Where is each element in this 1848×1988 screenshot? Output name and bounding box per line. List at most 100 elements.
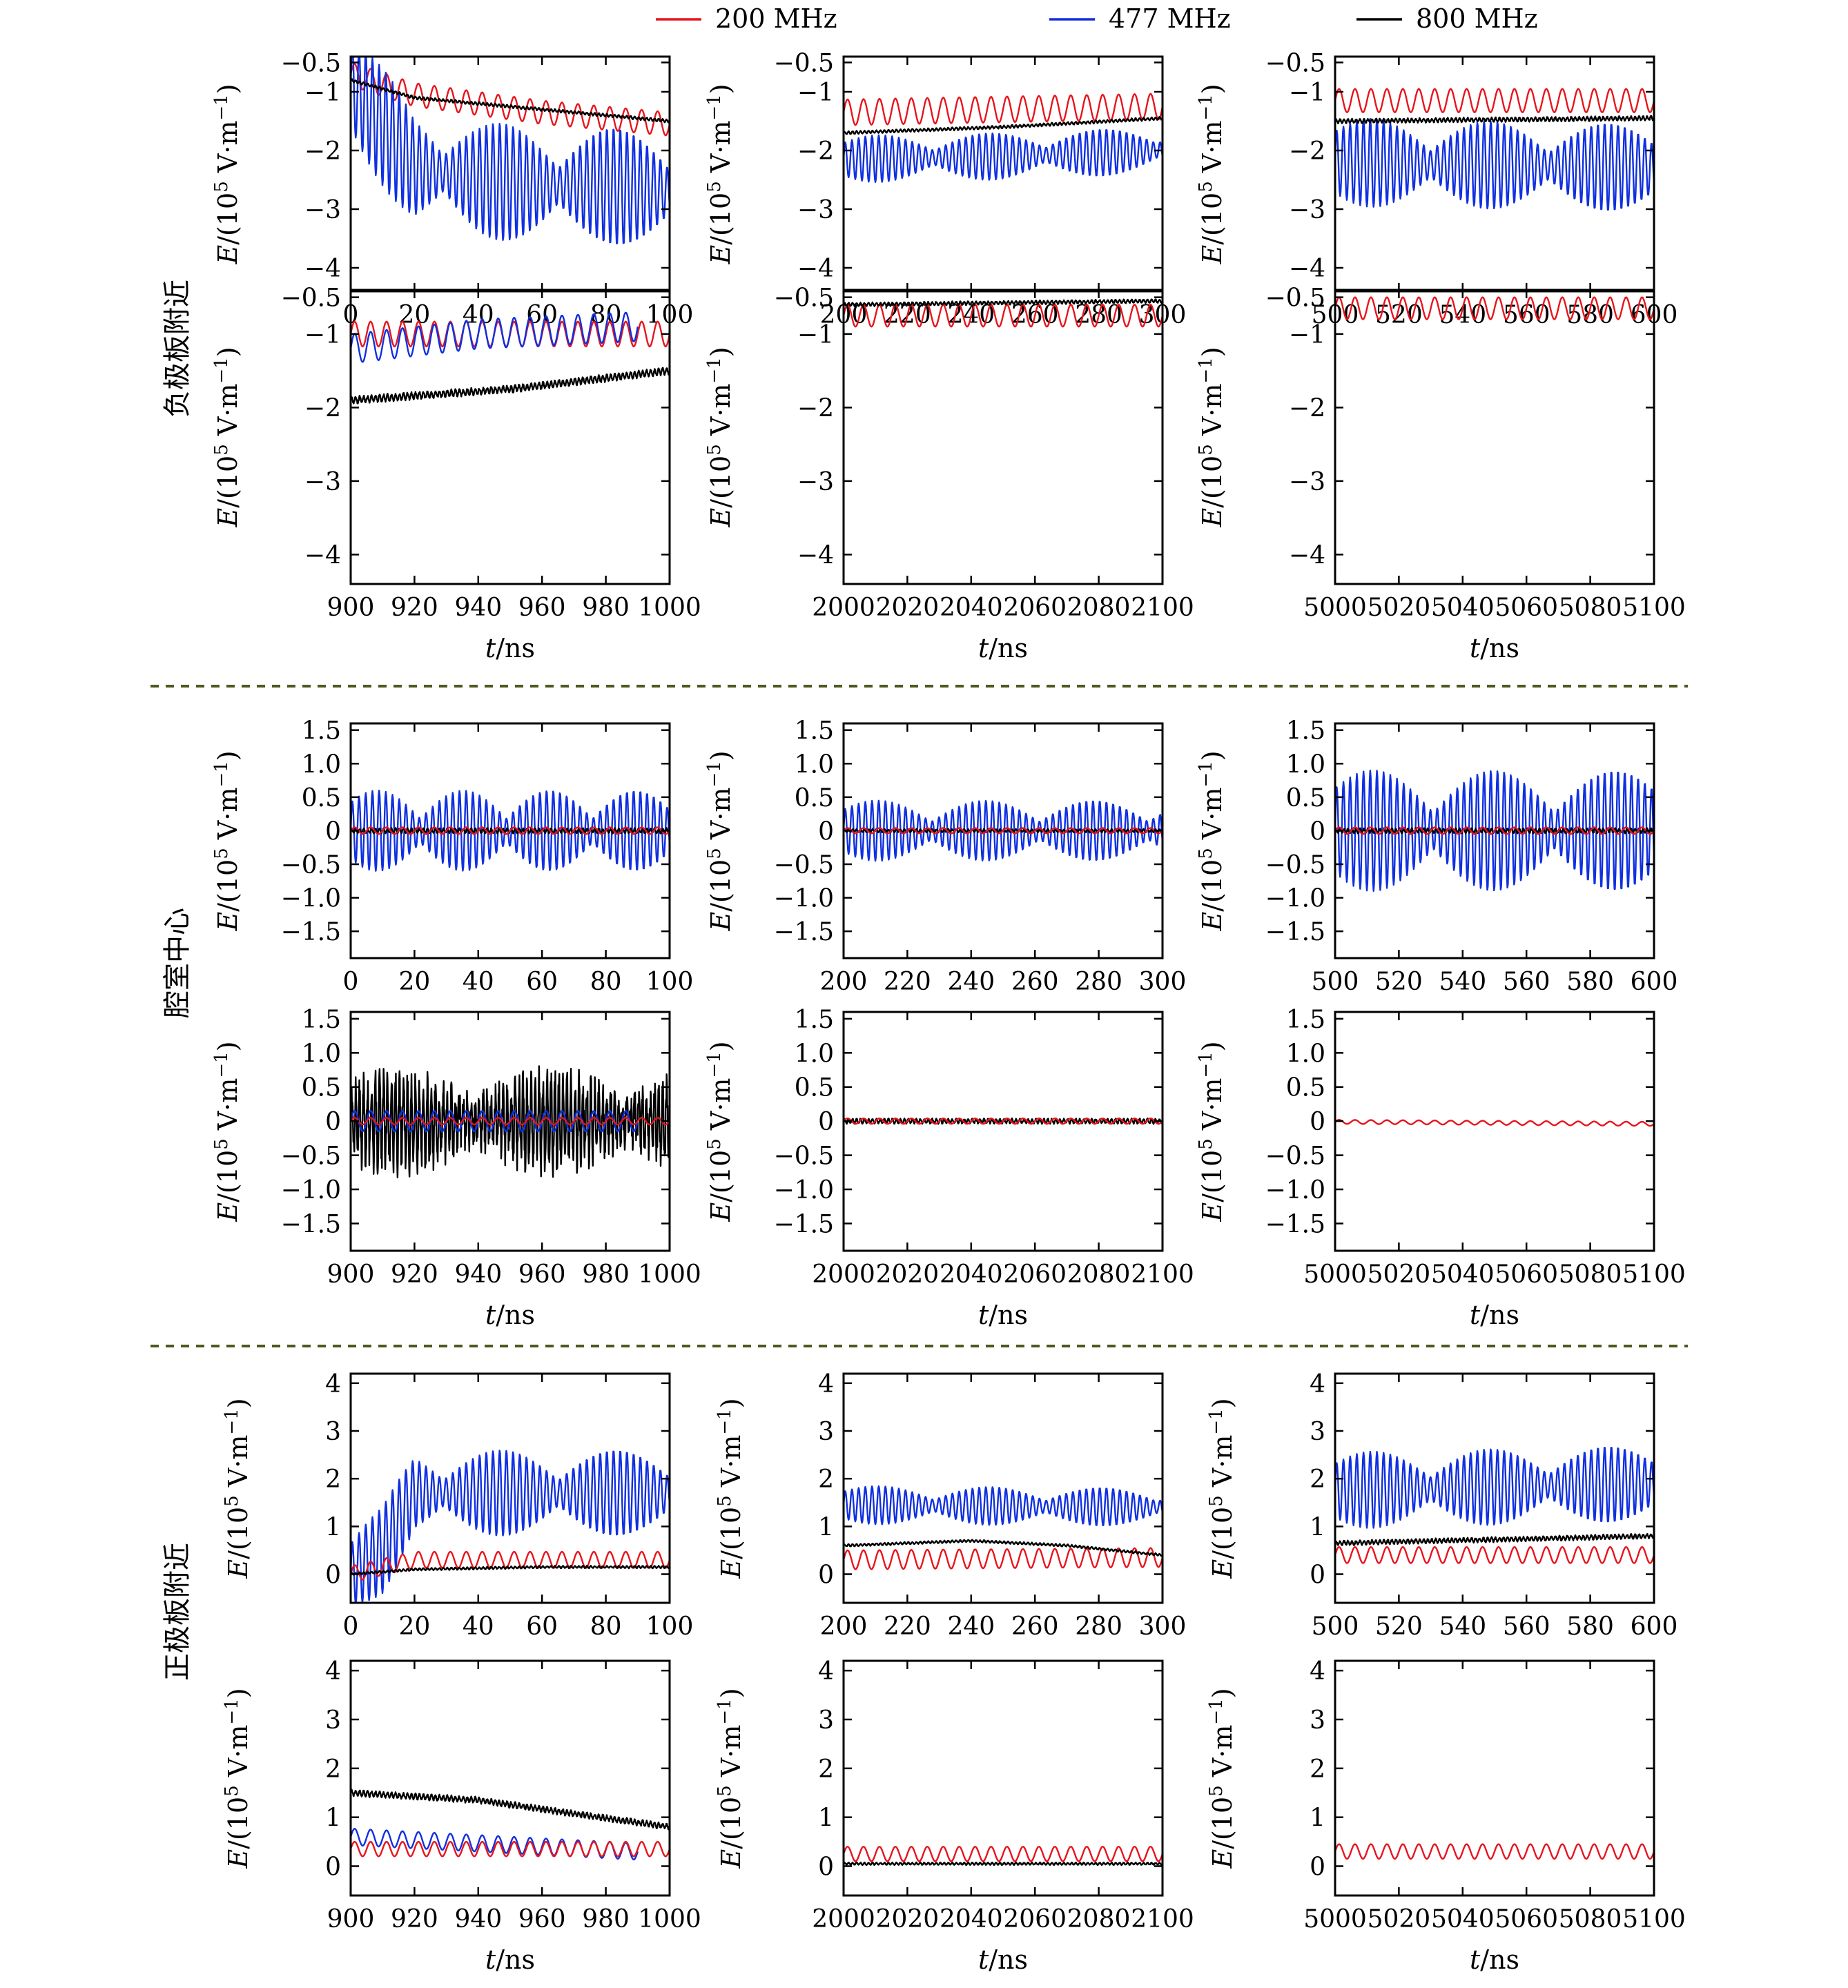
y-tick-label: −2 bbox=[304, 394, 341, 422]
y-axis-symbol: E bbox=[706, 245, 736, 265]
x-tick-label: 2060 bbox=[1003, 1905, 1067, 1933]
series-line-200-mhz bbox=[351, 826, 670, 835]
y-axis-unit-open: /(10 bbox=[1197, 193, 1227, 245]
y-tick-label: −2 bbox=[1289, 394, 1325, 422]
y-tick-label: −3 bbox=[797, 196, 834, 224]
y-tick-label: −1.5 bbox=[1265, 1210, 1325, 1238]
x-tick-label: 1000 bbox=[638, 1905, 701, 1933]
y-tick-label: 0 bbox=[1310, 1108, 1325, 1136]
y-tick-label: −4 bbox=[1289, 255, 1325, 283]
y-tick-label: 4 bbox=[818, 1657, 834, 1686]
series-line-200-mhz bbox=[351, 1117, 670, 1126]
y-axis-unit-open: /(10 bbox=[1207, 1797, 1238, 1849]
series-group bbox=[844, 298, 1163, 328]
y-tick-label: 4 bbox=[1310, 1370, 1325, 1399]
y-axis-unit-open: /(10 bbox=[213, 456, 243, 508]
y-axis-unit-close: ) bbox=[213, 84, 243, 94]
plot-frame bbox=[1334, 55, 1655, 293]
chart-panel: 500 520 540 560 580 600 4 3 2 1 0 E/(105 V·m−1) bbox=[1206, 1370, 1677, 1641]
y-axis-unit-close: ) bbox=[223, 1688, 253, 1698]
y-axis-unit-open: /(10 bbox=[706, 456, 736, 508]
y-axis-label: E/(105 V·m−1) bbox=[1196, 1041, 1227, 1222]
series-line-200-mhz bbox=[351, 1550, 670, 1581]
x-tick-label: 2020 bbox=[876, 594, 940, 622]
y-tick-label: 3 bbox=[325, 1418, 341, 1446]
series-group bbox=[1335, 296, 1654, 320]
x-tick-label: 920 bbox=[391, 1905, 438, 1933]
y-axis-unit: V·m bbox=[1197, 121, 1227, 182]
x-tick-label: 560 bbox=[1503, 968, 1550, 996]
y-axis-exponent: 5 bbox=[211, 848, 232, 859]
chart-panel: 500 520 540 560 580 600 1.5 1.0 0.5 0 −0.5 −1.0 −1.5… bbox=[1196, 717, 1677, 996]
chart-panel: 200 220 240 260 280 300 4 3 2 1 0 E/(105 V·m−1) bbox=[714, 1370, 1186, 1641]
separators bbox=[150, 685, 1688, 1347]
series-line-200-mhz bbox=[1335, 1843, 1654, 1860]
y-axis-symbol: E bbox=[1207, 1559, 1238, 1579]
y-tick-label: −1 bbox=[304, 321, 341, 349]
y-axis-unit: V·m bbox=[1207, 1725, 1238, 1786]
series-group bbox=[351, 790, 670, 872]
y-axis-unit-exponent: −1 bbox=[714, 1408, 735, 1434]
y-axis-unit-exponent: −1 bbox=[211, 1051, 232, 1078]
plot-frame bbox=[1334, 289, 1655, 585]
series-line-800-mhz bbox=[351, 1065, 670, 1178]
y-axis-unit-close: ) bbox=[213, 750, 243, 761]
y-axis-exponent: 5 bbox=[704, 444, 725, 456]
x-tick-label: 1000 bbox=[638, 1260, 701, 1289]
x-tick-label: 5040 bbox=[1431, 1905, 1495, 1933]
y-tick-label: −1.0 bbox=[1265, 885, 1325, 913]
series-line-477-mhz bbox=[351, 1450, 670, 1603]
x-tick-label: 2000 bbox=[812, 1905, 875, 1933]
y-axis-symbol: E bbox=[716, 1849, 746, 1869]
x-tick-label: 5020 bbox=[1368, 1905, 1431, 1933]
y-tick-label: −2 bbox=[304, 137, 341, 166]
plot-frame bbox=[842, 1372, 1164, 1604]
chart-panel: 0 20 40 60 80 100 1.5 1.0 0.5 0 −0.5 −1.0 −1.5 E/(105… bbox=[211, 717, 693, 996]
x-tick-label: 5020 bbox=[1368, 1260, 1431, 1289]
x-tick-label: 5000 bbox=[1303, 594, 1367, 622]
y-axis-unit-exponent: −1 bbox=[222, 1408, 242, 1434]
x-axis-label: t/ns bbox=[485, 1300, 535, 1330]
series-line-800-mhz bbox=[351, 367, 670, 405]
y-tick-label: 1.5 bbox=[795, 1006, 834, 1034]
y-axis-unit-open: /(10 bbox=[223, 1507, 253, 1559]
x-tick-label: 2100 bbox=[1131, 594, 1194, 622]
plot-frame bbox=[1334, 722, 1655, 959]
y-axis-unit: V·m bbox=[706, 384, 736, 445]
x-axis-label: t/ns bbox=[1470, 633, 1519, 663]
x-tick-label: 2080 bbox=[1067, 1260, 1131, 1289]
x-tick-label: 920 bbox=[391, 594, 438, 622]
x-axis-symbol: t bbox=[978, 1945, 989, 1975]
y-axis-label: E/(105 V·m−1) bbox=[704, 347, 736, 527]
y-tick-label: 0 bbox=[1310, 1853, 1325, 1882]
y-axis-symbol: E bbox=[1197, 1202, 1227, 1222]
y-axis-symbol: E bbox=[223, 1559, 253, 1579]
x-axis-label: t/ns bbox=[1470, 1300, 1519, 1330]
y-tick-label: −1.5 bbox=[281, 1210, 341, 1238]
x-tick-label: 600 bbox=[1631, 968, 1678, 996]
x-tick-label: 980 bbox=[582, 1905, 630, 1933]
y-tick-label: −1.5 bbox=[1265, 918, 1325, 946]
series-group bbox=[844, 1117, 1163, 1125]
y-axis-unit-open: /(10 bbox=[716, 1507, 746, 1559]
x-axis-symbol: t bbox=[978, 633, 989, 663]
plot-frame bbox=[349, 1372, 671, 1604]
series-line-200-mhz bbox=[844, 92, 1163, 126]
x-tick-label: 260 bbox=[1011, 968, 1059, 996]
x-tick-label: 5080 bbox=[1559, 1260, 1622, 1289]
series-group bbox=[844, 92, 1163, 184]
y-axis-unit: V·m bbox=[706, 121, 736, 182]
y-axis-label: E/(105 V·m−1) bbox=[1196, 347, 1227, 527]
y-tick-label: 0 bbox=[325, 1853, 341, 1882]
y-tick-label: 0 bbox=[818, 1853, 834, 1882]
y-axis-exponent: 5 bbox=[222, 1495, 242, 1507]
y-tick-label: 4 bbox=[1310, 1657, 1325, 1686]
series-line-200-mhz bbox=[1335, 296, 1654, 320]
x-axis-unit: /ns bbox=[989, 1300, 1028, 1330]
series-group bbox=[1335, 769, 1654, 892]
y-axis-label: E/(105 V·m−1) bbox=[222, 1688, 253, 1869]
x-tick-label: 80 bbox=[590, 968, 622, 996]
y-tick-label: 3 bbox=[818, 1418, 834, 1446]
x-tick-label: 960 bbox=[518, 594, 566, 622]
